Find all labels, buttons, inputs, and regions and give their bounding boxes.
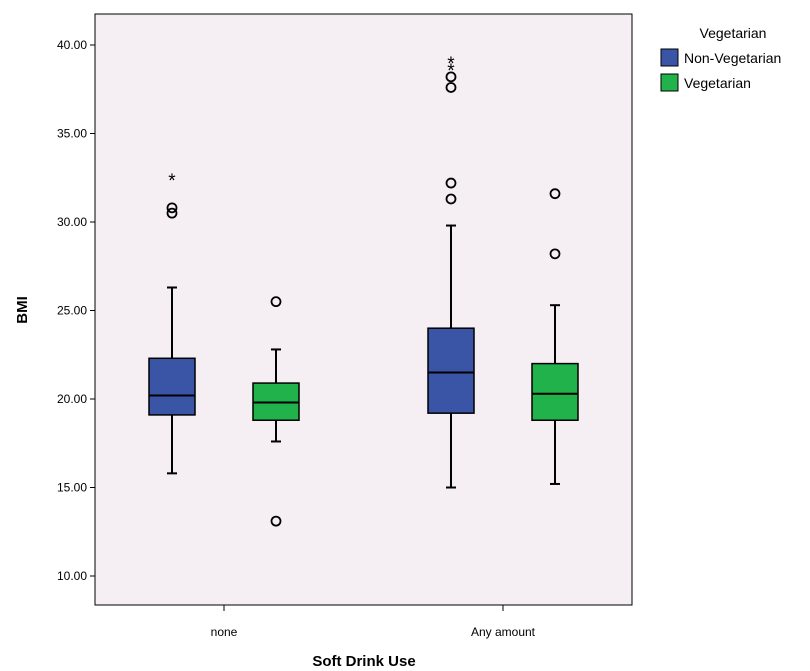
box-groups: *** <box>148 54 579 527</box>
y-tick-label: 30.00 <box>57 215 87 229</box>
x-axis-title: Soft Drink Use <box>312 653 415 670</box>
iqr-box <box>427 327 475 414</box>
legend-swatch <box>660 48 679 67</box>
box-plot <box>531 188 579 485</box>
y-tick-label: 15.00 <box>57 481 87 495</box>
outlier-point <box>549 188 561 200</box>
plot-area <box>94 13 633 606</box>
y-tick-label: 40.00 <box>57 38 87 52</box>
legend-swatch <box>660 73 679 92</box>
legend-title: Vegetarian <box>700 25 767 41</box>
extreme-point: * <box>447 61 455 82</box>
outlier-point <box>549 248 561 260</box>
x-axis: none Any amount <box>211 605 536 639</box>
y-tick-label: 25.00 <box>57 304 87 318</box>
x-tick-label: none <box>211 625 238 639</box>
iqr-box <box>148 357 196 416</box>
outlier-point <box>445 82 457 93</box>
extreme-point: * <box>447 54 455 75</box>
y-tick-label: 20.00 <box>57 392 87 406</box>
extreme-point: * <box>168 171 176 192</box>
box-plot: * <box>148 171 196 475</box>
box-plot: ** <box>427 54 475 489</box>
legend-label: Vegetarian <box>684 75 751 91</box>
legend-label: Non-Vegetarian <box>684 50 781 66</box>
outlier-point <box>445 193 457 205</box>
box-plot <box>252 296 300 527</box>
outlier-point <box>445 177 457 189</box>
y-tick-label: 10.00 <box>57 569 87 583</box>
y-axis: 10.00 15.00 20.00 25.00 30.00 35.00 40.00 <box>57 38 95 583</box>
outlier-point <box>270 515 282 527</box>
iqr-box <box>531 362 579 421</box>
outlier-point <box>166 202 178 214</box>
y-tick-label: 35.00 <box>57 127 87 141</box>
y-axis-title: BMI <box>14 296 31 324</box>
legend: Vegetarian Non-Vegetarian Vegetarian <box>660 25 781 92</box>
outlier-point <box>270 296 282 308</box>
outlier-point <box>445 71 457 83</box>
outlier-point <box>166 207 178 219</box>
x-tick-label: Any amount <box>471 625 536 639</box>
